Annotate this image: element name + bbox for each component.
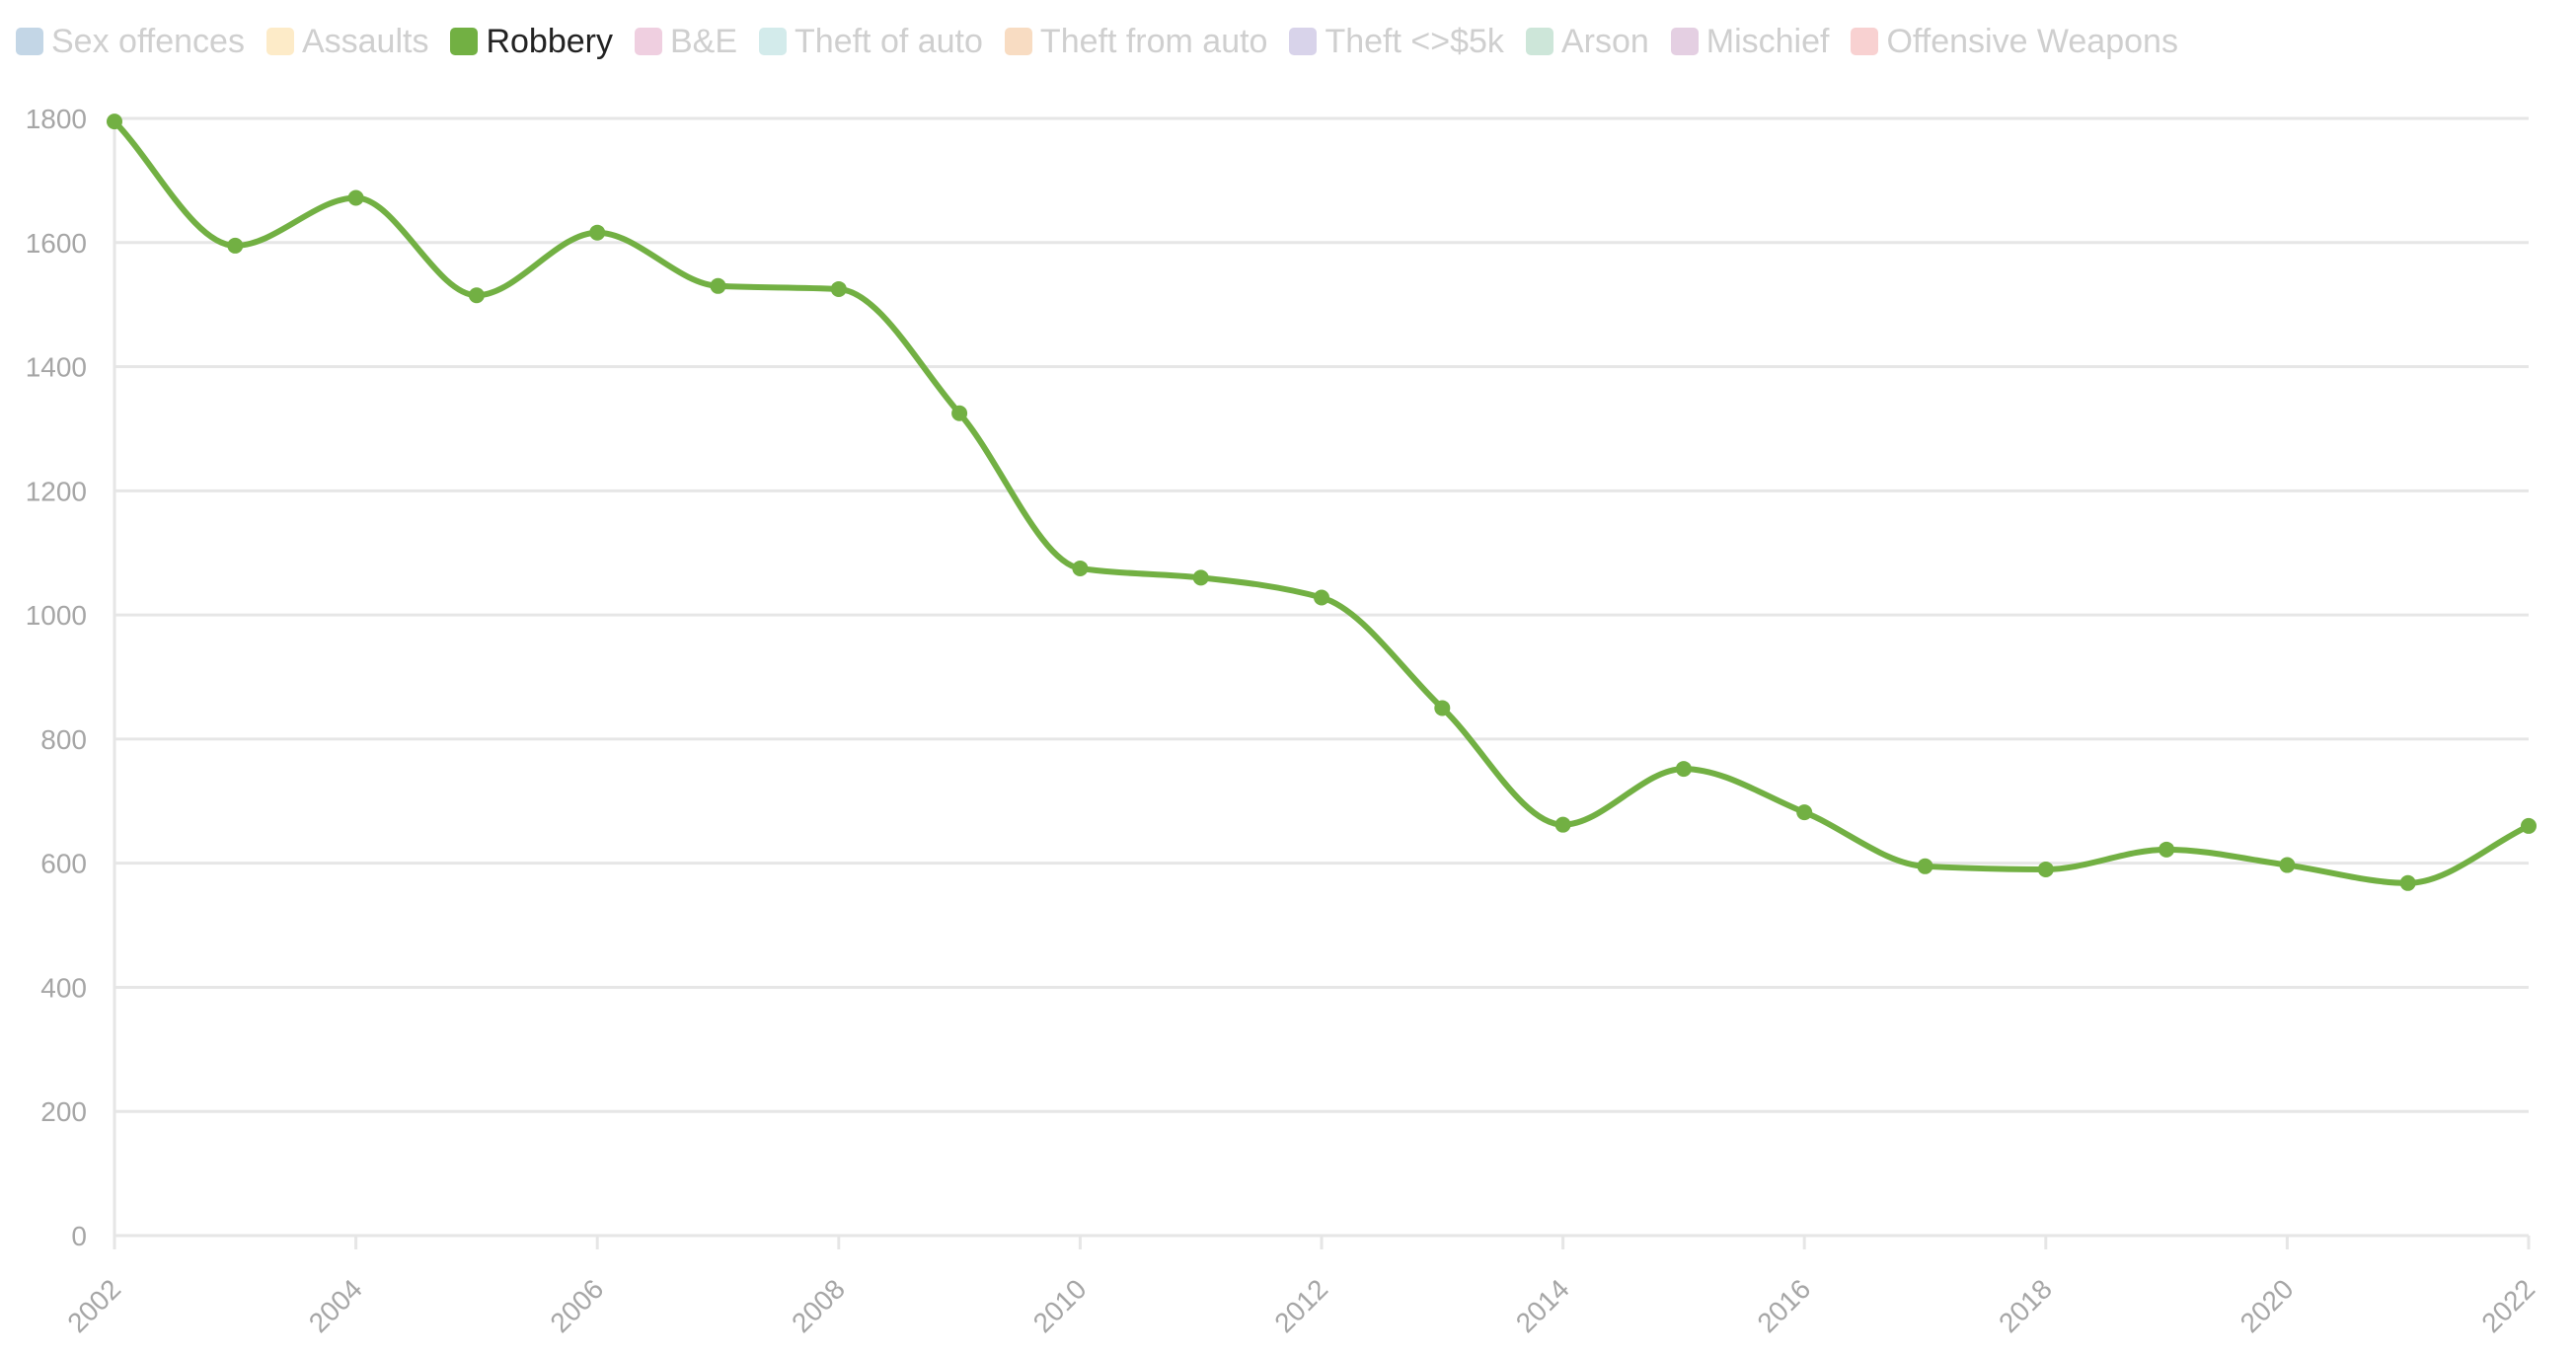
x-tick-label: 2004 [303, 1273, 368, 1338]
data-point-2015[interactable] [1675, 761, 1692, 778]
legend-swatch [1670, 28, 1699, 55]
y-tick-label: 0 [71, 1221, 87, 1251]
legend-item-mischief[interactable]: Mischief [1670, 22, 1830, 61]
y-axis-tick-labels: 0 200 400 600 800 1000 1200 1400 1600 1800 [26, 104, 87, 1251]
legend-item-arson[interactable]: Arson [1525, 22, 1649, 61]
data-point-2011[interactable] [1192, 569, 1209, 586]
y-tick-label: 1200 [26, 476, 87, 506]
data-point-2008[interactable] [830, 280, 847, 297]
data-point-2005[interactable] [468, 287, 485, 304]
series-robbery[interactable] [107, 113, 2537, 891]
legend-item-robbery[interactable]: Robbery [450, 23, 613, 61]
x-tick-label: 2020 [2235, 1273, 2300, 1338]
legend-swatch [1289, 28, 1318, 55]
data-point-2019[interactable] [2159, 841, 2175, 858]
legend-swatch [265, 28, 294, 55]
data-point-2022[interactable] [2521, 817, 2537, 834]
data-point-2009[interactable] [951, 405, 968, 421]
data-point-2021[interactable] [2399, 874, 2416, 891]
x-tick-label: 2022 [2475, 1273, 2540, 1338]
data-point-2014[interactable] [1554, 816, 1571, 833]
y-tick-label: 800 [40, 724, 87, 755]
legend-item-theft-from-auto[interactable]: Theft from auto [1004, 22, 1268, 61]
data-point-2002[interactable] [107, 113, 122, 130]
legend-swatch [1851, 28, 1879, 55]
legend-swatch [450, 28, 479, 55]
data-point-2010[interactable] [1072, 560, 1089, 576]
y-tick-label: 400 [40, 972, 87, 1003]
data-point-2007[interactable] [710, 277, 726, 294]
y-tick-label: 1400 [26, 352, 87, 383]
x-tick-label: 2002 [61, 1273, 126, 1338]
data-point-2018[interactable] [2037, 861, 2054, 877]
legend-label: B&E [669, 22, 738, 60]
data-point-2012[interactable] [1314, 589, 1329, 606]
x-tick-label: 2006 [544, 1273, 609, 1338]
y-tick-label: 1800 [26, 104, 87, 134]
legend-item-b-e[interactable]: B&E [634, 22, 738, 61]
x-tick-label: 2016 [1751, 1273, 1816, 1338]
y-tick-label: 200 [40, 1096, 87, 1127]
legend-label: Offensive Weapons [1886, 22, 2178, 60]
y-tick-label: 1600 [26, 228, 87, 259]
legend-item-theft-of-auto[interactable]: Theft of auto [759, 23, 983, 61]
data-point-2003[interactable] [227, 237, 244, 254]
legend-item-sex-offences[interactable]: Sex offences [16, 23, 245, 61]
legend-swatch [1004, 28, 1032, 55]
legend-label: Robbery [486, 22, 613, 60]
x-axis-tick-labels: 2002 2004 2006 2008 2010 2012 2014 2016 2018 2020… [61, 1236, 2540, 1338]
gridlines [114, 116, 2529, 1238]
legend-swatch [759, 28, 788, 55]
x-tick-label: 2014 [1510, 1273, 1575, 1338]
legend: Sex offences Assaults Robbery B&E Theft of a… [16, 14, 2200, 69]
legend-label: Theft of auto [795, 22, 983, 60]
legend-label: Assaults [301, 22, 429, 60]
legend-label: Theft <>$5k [1325, 22, 1504, 60]
data-point-2006[interactable] [589, 224, 606, 241]
legend-label: Mischief [1705, 22, 1830, 60]
x-tick-label: 2010 [1027, 1273, 1093, 1338]
data-point-2020[interactable] [2279, 857, 2296, 873]
y-tick-label: 600 [40, 849, 87, 879]
legend-label: Arson [1560, 22, 1649, 60]
data-point-2016[interactable] [1796, 804, 1813, 821]
x-tick-label: 2008 [786, 1273, 851, 1338]
legend-item-assaults[interactable]: Assaults [265, 22, 429, 61]
legend-label: Sex offences [51, 22, 245, 60]
x-tick-label: 2018 [1993, 1273, 2058, 1338]
legend-label: Theft from auto [1039, 22, 1268, 60]
legend-item-offensive-weapons[interactable]: Offensive Weapons [1851, 22, 2178, 61]
series-line-robbery[interactable] [112, 118, 2532, 886]
y-tick-label: 1000 [26, 600, 87, 631]
legend-item-theft-5k[interactable]: Theft <>$5k [1289, 22, 1504, 61]
legend-swatch [634, 28, 662, 55]
data-point-2013[interactable] [1434, 700, 1451, 716]
legend-swatch [1525, 28, 1553, 55]
data-point-2004[interactable] [347, 189, 364, 206]
legend-swatch [16, 28, 43, 55]
x-tick-label: 2012 [1268, 1273, 1333, 1338]
data-point-2017[interactable] [1917, 858, 1933, 874]
